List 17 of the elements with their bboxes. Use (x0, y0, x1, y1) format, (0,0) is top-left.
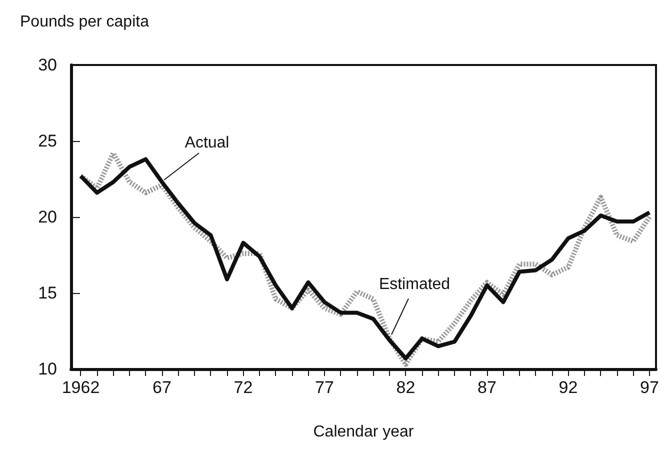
x-tick-label: 1962 (62, 378, 100, 397)
y-tick-label: 10 (38, 360, 57, 378)
series-label: Estimated (378, 276, 450, 294)
x-tick-label: 67 (152, 378, 172, 397)
y-tick-label: 25 (38, 132, 57, 150)
y-tick-label: 15 (38, 284, 57, 302)
x-tick-label: 97 (640, 378, 659, 397)
x-axis-title: Calendar year (313, 424, 414, 440)
x-tick-label: 92 (558, 378, 578, 397)
x-tick-label: 87 (478, 378, 496, 397)
y-tick-label: 20 (38, 208, 57, 226)
y-tick-label: 30 (38, 56, 57, 74)
y-axis-title: Pounds per capita (20, 14, 150, 30)
x-tick-label: 82 (396, 378, 416, 397)
x-tick-label: 77 (315, 378, 334, 397)
x-tick-label: 72 (234, 378, 253, 397)
text: Actual (184, 134, 230, 152)
